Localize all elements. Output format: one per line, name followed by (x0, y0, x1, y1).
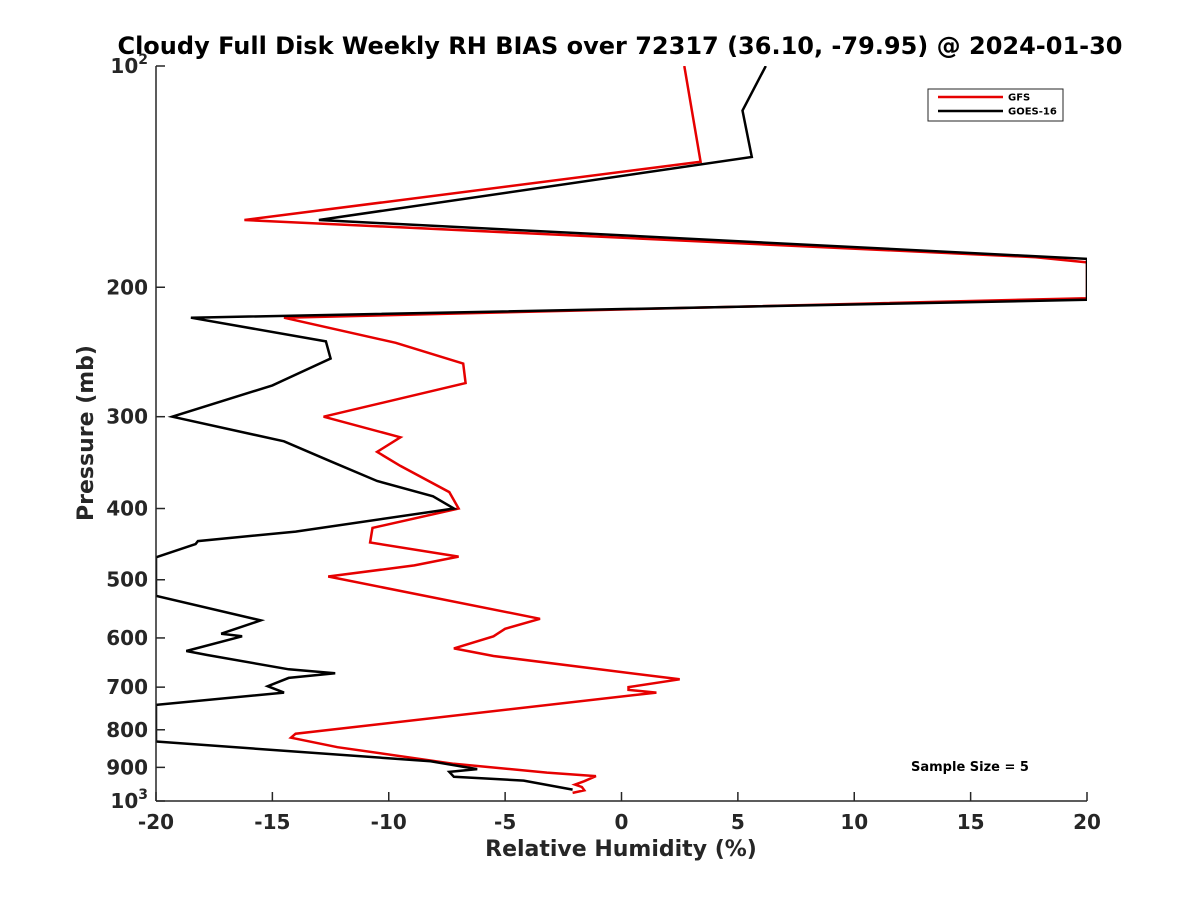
series-line-gfs (244, 66, 1087, 795)
x-tick-label: -15 (254, 810, 290, 834)
x-tick-label: 10 (840, 810, 868, 834)
y-tick-label: 900 (106, 755, 148, 779)
legend-goes16-label: GOES-16 (1008, 107, 1057, 118)
y-tick-label: 400 (106, 497, 148, 521)
y-tick-label: 102 (110, 52, 148, 78)
y-tick-label: 800 (106, 718, 148, 742)
x-axis-label: Relative Humidity (%) (485, 837, 757, 862)
legend-box (927, 88, 1064, 122)
y-tick-label: 500 (106, 568, 148, 592)
series-layer (156, 66, 1087, 795)
x-tick-label: 0 (615, 810, 629, 834)
series-line-goes-16 (156, 66, 1087, 791)
x-tick-label: 20 (1073, 810, 1101, 834)
x-tick-label: -20 (138, 810, 174, 834)
y-tick-label: 300 (106, 405, 148, 429)
x-tick-label: -10 (371, 810, 407, 834)
y-axis-label: Pressure (mb) (74, 345, 99, 521)
sample-size-annotation: Sample Size = 5 (911, 760, 1029, 775)
legend-gfs-label: GFS (1008, 93, 1030, 104)
x-tick-label: 5 (731, 810, 745, 834)
x-tick-label: 15 (957, 810, 985, 834)
y-tick-label: 700 (106, 675, 148, 699)
y-ticks: 102 200 300 400 500 600 700 800 900 103 (106, 52, 165, 813)
chart-title: Cloudy Full Disk Weekly RH BIAS over 723… (117, 32, 1122, 60)
y-tick-label: 200 (106, 275, 148, 299)
x-ticks: -20 -15 -10 -5 0 5 10 15 20 (138, 792, 1101, 834)
y-tick-label: 103 (110, 787, 148, 813)
x-tick-label: -5 (494, 810, 516, 834)
legend: GFS GOES-16 (927, 88, 1064, 122)
y-tick-label: 600 (106, 626, 148, 650)
